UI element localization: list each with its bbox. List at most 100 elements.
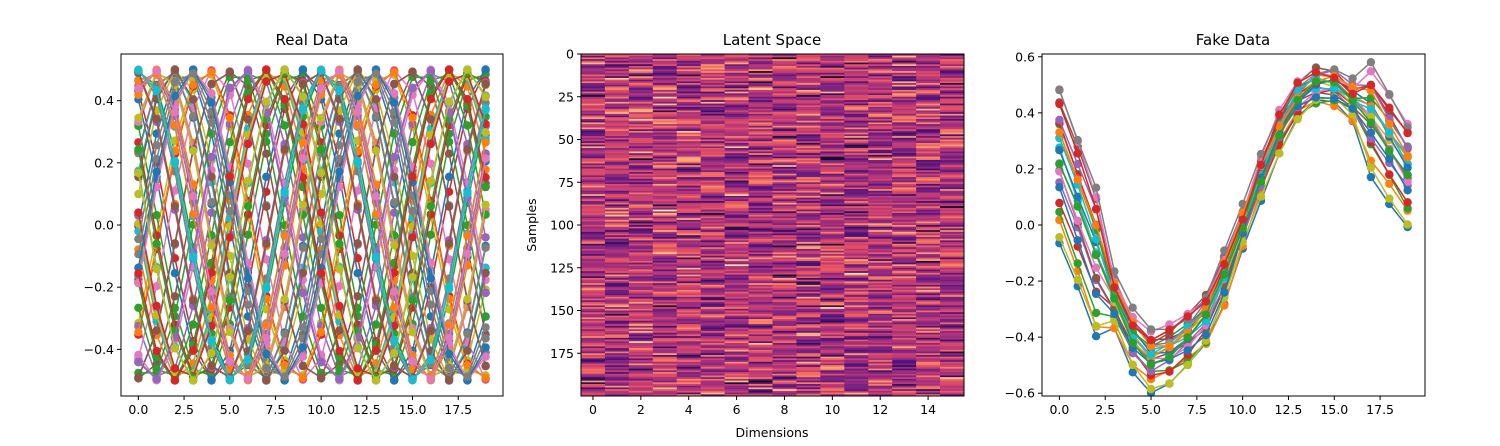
heatmap-cell — [604, 173, 630, 176]
heatmap-cell — [581, 235, 606, 238]
heatmap-cell — [652, 365, 678, 368]
heatmap-cell — [892, 293, 917, 296]
heatmap-cell — [628, 95, 654, 98]
heatmap-cell — [628, 375, 654, 378]
heatmap-cell — [604, 95, 630, 98]
heatmap-cell — [940, 368, 965, 371]
heatmap-cell — [724, 153, 749, 156]
heatmap-cell — [581, 189, 606, 192]
heatmap-cell — [916, 76, 941, 79]
heatmap-cell — [868, 219, 893, 222]
heatmap-cell — [916, 286, 941, 289]
heatmap-cell — [796, 298, 821, 301]
heatmap-cell — [724, 113, 749, 116]
heatmap-cell — [748, 225, 773, 228]
heatmap-cell — [700, 356, 726, 359]
heatmap-cell — [772, 197, 797, 200]
heatmap-cell — [581, 378, 606, 382]
heatmap-cell — [700, 206, 726, 209]
real-series-point — [481, 128, 490, 137]
heatmap-cell — [868, 344, 893, 347]
heatmap-cell — [892, 394, 917, 397]
heatmap-cell — [724, 254, 749, 257]
heatmap-cell — [916, 168, 941, 171]
heatmap-cell — [868, 284, 893, 287]
heatmap-cell — [844, 272, 869, 275]
heatmap-cell — [652, 272, 678, 275]
heatmap-cell — [796, 377, 821, 380]
heatmap-cell — [581, 192, 606, 195]
heatmap-cell — [868, 264, 893, 267]
heatmap-cell — [820, 233, 845, 236]
heatmap-cell — [724, 72, 749, 75]
heatmap-cell — [868, 130, 893, 134]
real-series-point — [189, 296, 198, 305]
real-series-point — [207, 118, 216, 127]
heatmap-cell — [652, 166, 678, 169]
heatmap-cell — [604, 372, 630, 375]
heatmap-cell — [916, 163, 941, 166]
heatmap-cell — [748, 394, 773, 397]
heatmap-cell — [628, 389, 654, 392]
real-series-point — [371, 95, 381, 104]
heatmap-cell — [652, 136, 678, 139]
heatmap-cell — [748, 378, 773, 382]
heatmap-cell — [604, 151, 630, 154]
heatmap-cell — [581, 389, 606, 392]
real-series-point — [481, 243, 490, 252]
heatmap-cell — [628, 100, 654, 103]
heatmap-cell — [700, 144, 726, 147]
heatmap-cell — [796, 168, 821, 171]
heatmap-cell — [628, 178, 654, 181]
heatmap-cell — [940, 194, 965, 197]
heatmap-cell — [604, 225, 630, 228]
heatmap-cell — [604, 377, 630, 380]
heatmap-cell — [796, 170, 821, 173]
heatmap-cell — [892, 192, 917, 195]
heatmap-cell — [772, 57, 797, 60]
heatmap-cell — [724, 202, 749, 205]
heatmap-cell — [868, 394, 893, 397]
heatmap-cell — [772, 351, 797, 354]
heatmap-cell — [772, 242, 797, 245]
heatmap-cell — [844, 173, 869, 176]
heatmap-cell — [772, 96, 797, 99]
heatmap-cell — [700, 382, 726, 385]
heatmap-cell — [844, 57, 869, 60]
fake-series-point — [1146, 342, 1156, 351]
heatmap-cell — [604, 342, 630, 346]
real-series-point — [481, 79, 490, 89]
heatmap-cell — [748, 238, 773, 241]
heatmap-cell — [581, 334, 606, 337]
real-series-point — [189, 376, 198, 385]
heatmap-cell — [581, 336, 606, 339]
heatmap-cell — [796, 209, 821, 212]
heatmap-cell — [820, 211, 845, 214]
heatmap-cell — [796, 327, 821, 330]
heatmap-cell — [581, 366, 606, 370]
heatmap-cell — [844, 83, 869, 86]
heatmap-cell — [604, 132, 630, 135]
heatmap-cell — [724, 288, 749, 291]
heatmap-cell — [892, 211, 917, 214]
heatmap-cell — [604, 183, 630, 187]
heatmap-cell — [772, 230, 797, 233]
heatmap-cell — [581, 332, 606, 335]
heatmap-cell — [581, 219, 606, 222]
heatmap-cell — [868, 183, 893, 187]
heatmap-cell — [940, 129, 965, 132]
heatmap-cell — [772, 296, 797, 299]
heatmap-cell — [868, 296, 893, 299]
heatmap-cell — [676, 348, 702, 351]
heatmap-cell — [581, 320, 606, 323]
heatmap-cell — [796, 201, 821, 204]
heatmap-cell — [892, 77, 917, 81]
heatmap-cell — [868, 240, 893, 243]
heatmap-cell — [676, 360, 702, 363]
heatmap-cell — [796, 117, 821, 120]
heatmap-cell — [820, 238, 845, 241]
heatmap-cell — [724, 165, 749, 168]
heatmap-cell — [772, 225, 797, 228]
heatmap-cell — [868, 88, 893, 91]
fake-series-point — [1366, 58, 1376, 67]
